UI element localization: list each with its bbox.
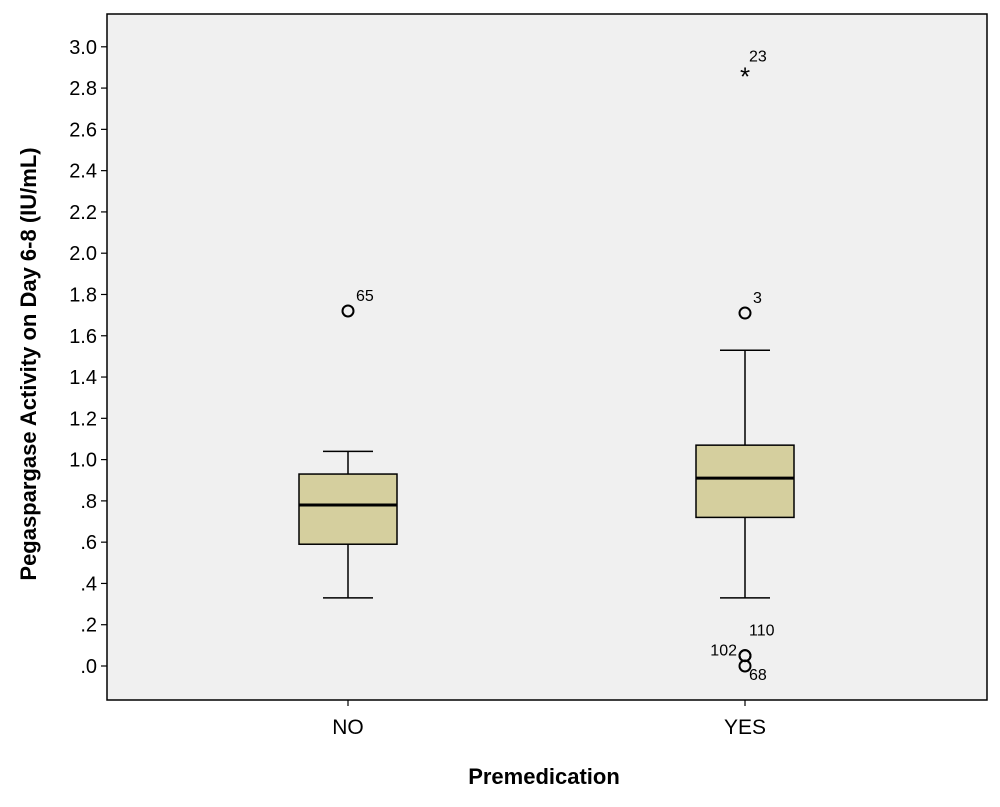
boxes: 65 *23 3 110 102 68 [298,49,795,684]
y-tick-label: 3.0 [69,37,97,59]
outlier-label: 3 [753,290,762,307]
outlier-marker [738,659,752,673]
y-tick-label: 2.6 [69,119,97,141]
y-tick-label: 1.0 [69,450,97,472]
y-tick-label: .2 [80,615,97,637]
y-tick-label: 1.8 [69,284,97,306]
y-tick-label: 2.2 [69,202,97,224]
y-tick-label: 1.4 [69,367,97,389]
y-tick-label: 1.2 [69,408,97,430]
outlier-label: 23 [749,49,767,66]
y-tick-label: 1.6 [69,326,97,348]
plot-area [106,13,988,701]
y-axis-title: Pegaspargase Activity on Day 6-8 (IU/mL) [16,147,41,580]
x-axis: NO YES [332,700,766,739]
y-tick-label: 2.4 [69,161,97,183]
iqr-box [695,444,795,519]
outlier-label: 68 [749,667,767,684]
box-group-yes: *23 3 110 102 68 [695,49,795,684]
x-axis-title: Premedication [468,764,620,789]
y-tick-label: .4 [80,573,97,595]
box-group-no: 65 [298,288,398,599]
y-tick-label: 2.8 [69,78,97,100]
iqr-box [298,473,398,545]
y-tick-label: .6 [80,532,97,554]
y-axis: .0 .2 .4 .6 .8 1.0 1.2 1.4 1.6 1.8 2.0 2.2 2.4 2.6 2.8… [69,37,107,678]
outlier-label: 65 [356,288,374,305]
outlier-marker [738,306,752,320]
x-tick-label: YES [724,716,766,739]
outlier-label: 102 [710,643,737,660]
x-tick-label: NO [332,716,364,739]
y-tick-label: .8 [80,491,97,513]
outlier-marker [341,304,355,318]
outlier-label: 110 [749,623,775,640]
y-tick-label: .0 [80,656,97,678]
extreme-outlier-marker: * [740,62,750,92]
y-tick-label: 2.0 [69,243,97,265]
